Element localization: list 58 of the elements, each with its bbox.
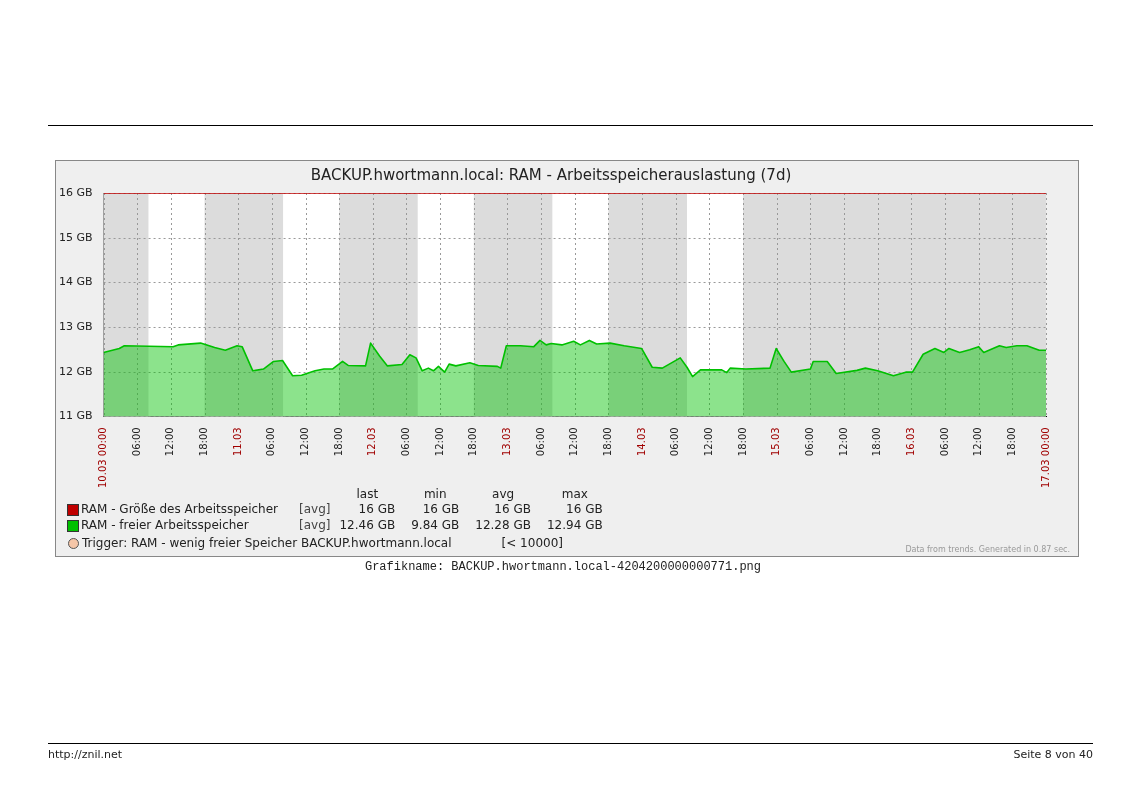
text: [avg] [298,517,332,533]
text: 16 GB [493,501,532,517]
y-tick-label: 11 GB [58,409,93,423]
text: min [422,487,448,501]
x-tick-label: 18:00 [736,427,748,457]
x-tick-label: 17.03 00:00 [1039,427,1051,488]
y-tick-label: 15 GB [58,230,93,244]
x-tick-label: 18:00 [602,427,614,457]
text: Grafikname: BACKUP.hwortmann.local-4204200000000771.png [363,560,763,574]
x-tick-label: 06:00 [669,427,681,457]
x-tick-label: 06:00 [265,427,277,457]
x-tick-label: 18:00 [871,427,883,457]
y-tick-label: 16 GB [58,185,93,199]
text: last [355,487,380,501]
x-tick-label: 12:00 [164,427,176,457]
x-tick-label: 18:00 [332,427,344,457]
x-tick-label: 18:00 [467,427,479,457]
text: [< 10000] [501,536,563,550]
text: max [560,487,589,501]
y-tick-label: 12 GB [58,364,93,378]
x-tick-label: 12.03 [366,427,378,457]
text: Seite 8 von 40 [1013,748,1093,761]
x-tick-label: 10.03 00:00 [97,427,109,488]
y-tick-label: 14 GB [58,275,93,289]
x-tick-label: 18:00 [198,427,210,457]
text: [avg] [298,501,332,517]
x-tick-label: 14.03 [635,427,647,457]
x-tick-label: 16.03 [904,427,916,457]
text: 16 GB [421,501,461,517]
x-tick-label: 11.03 [231,427,243,457]
text: 12.28 GB [474,517,532,533]
x-tick-label: 12:00 [433,427,445,457]
legend-label: RAM - Größe des Arbeitsspeicher [80,501,280,517]
text: Trigger: RAM - wenig freier Speicher BACKUP.hwortmann.local [82,536,452,550]
text: 12.46 GB [338,517,397,533]
x-tick-label: 06:00 [803,427,815,457]
text: 12.94 GB [545,517,604,533]
text: 9.84 GB [410,517,461,533]
x-tick-label: 12:00 [568,427,580,457]
x-tick-label: 06:00 [534,427,546,457]
x-tick-label: 12:00 [703,427,715,457]
legend-label: RAM - freier Arbeitsspeicher [80,517,250,533]
x-tick-label: 06:00 [400,427,412,457]
x-tick-label: 13.03 [501,427,513,457]
x-tick-label: 12:00 [299,427,311,457]
text: http://znil.net [48,748,123,761]
chart-title: BACKUP.hwortmann.local: RAM - Arbeitsspeicherauslastung (7d) [310,165,792,184]
x-tick-label: 06:00 [130,427,142,457]
x-tick-label: 12:00 [837,427,849,457]
y-tick-label: 13 GB [58,319,93,333]
x-tick-label: 06:00 [938,427,950,457]
x-tick-label: 18:00 [1005,427,1017,457]
text: Data from trends. Generated in 0.87 sec. [905,545,1070,554]
text: avg [491,487,516,501]
x-tick-label: 12:00 [972,427,984,457]
text: 16 GB [565,501,604,517]
text: 16 GB [357,501,397,517]
x-tick-label: 15.03 [770,427,782,457]
